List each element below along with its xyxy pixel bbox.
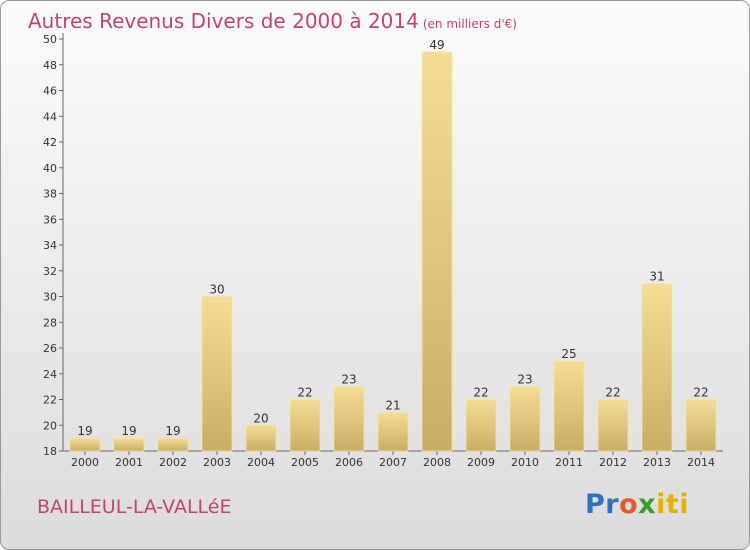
y-tick-label: 20 bbox=[43, 419, 57, 432]
x-tick-label-2012: 2012 bbox=[599, 456, 627, 469]
data-labels: 19 19 19 30 20 22 23 21 49 22 23 25 22 31 22 bbox=[77, 38, 708, 438]
bar-2009 bbox=[465, 399, 497, 452]
data-label-2004: 20 bbox=[253, 411, 268, 425]
y-tick-label: 40 bbox=[43, 162, 57, 175]
y-tick-label: 18 bbox=[43, 445, 57, 458]
data-label-2008: 49 bbox=[429, 38, 444, 52]
data-label-2007: 21 bbox=[385, 398, 400, 412]
bar-2012 bbox=[597, 399, 629, 452]
bar-2010 bbox=[509, 386, 541, 452]
logo-part-2: o bbox=[619, 489, 639, 520]
logo-part-1: Pr bbox=[585, 489, 620, 520]
title-text: Autres Revenus Divers de 2000 à 2014 bbox=[28, 9, 419, 33]
bar-2014 bbox=[685, 399, 717, 452]
chart-subtitle: (en milliers d'€) bbox=[422, 17, 517, 31]
y-tick-label: 34 bbox=[43, 239, 57, 252]
axes: 18 20 22 24 26 28 30 32 34 36 38 40 42 44 46 48 50 2000 20… bbox=[43, 33, 723, 469]
x-tick-label-2004: 2004 bbox=[247, 456, 275, 469]
bar-2001 bbox=[113, 437, 145, 452]
bar-2007 bbox=[377, 411, 409, 452]
x-tick-label-2002: 2002 bbox=[159, 456, 187, 469]
x-tick-label-2010: 2010 bbox=[511, 456, 539, 469]
x-tick-label-2006: 2006 bbox=[335, 456, 363, 469]
y-tick-label: 44 bbox=[43, 110, 57, 123]
x-tick-label-2008: 2008 bbox=[423, 456, 451, 469]
y-tick-label: 22 bbox=[43, 394, 57, 407]
x-tick-label-2001: 2001 bbox=[115, 456, 143, 469]
x-tick-label-2007: 2007 bbox=[379, 456, 407, 469]
chart-title: Autres Revenus Divers de 2000 à 2014 (en … bbox=[28, 9, 517, 33]
y-tick-label: 48 bbox=[43, 59, 57, 72]
y-tick-label: 30 bbox=[43, 291, 57, 304]
x-tick-label-2011: 2011 bbox=[555, 456, 583, 469]
data-label-2014: 22 bbox=[693, 386, 708, 400]
data-label-2002: 19 bbox=[165, 424, 180, 438]
bar-2000 bbox=[69, 437, 101, 452]
proxiti-logo: Proxiti bbox=[585, 489, 689, 520]
bar-2013 bbox=[641, 283, 673, 452]
data-label-2005: 22 bbox=[297, 386, 312, 400]
bar-2011 bbox=[553, 360, 585, 452]
x-tick-label-2000: 2000 bbox=[71, 456, 99, 469]
y-tick-label: 32 bbox=[43, 265, 57, 278]
data-label-2003: 30 bbox=[209, 283, 224, 297]
logo-part-3: x bbox=[638, 489, 657, 520]
commune-name: BAILLEUL-LA-VALLéE bbox=[37, 496, 232, 518]
y-tick-label: 42 bbox=[43, 136, 57, 149]
bar-2003 bbox=[201, 296, 233, 452]
x-tick-label-2003: 2003 bbox=[203, 456, 231, 469]
bar-2006 bbox=[333, 386, 365, 452]
y-tick-label: 26 bbox=[43, 342, 57, 355]
data-label-2001: 19 bbox=[121, 424, 136, 438]
data-label-2010: 23 bbox=[517, 373, 532, 387]
data-label-2009: 22 bbox=[473, 386, 488, 400]
y-tick-label: 24 bbox=[43, 368, 57, 381]
bar-2004 bbox=[245, 424, 277, 452]
x-tick-label-2013: 2013 bbox=[643, 456, 671, 469]
bar-2008 bbox=[421, 51, 453, 452]
x-tick-label-2014: 2014 bbox=[687, 456, 715, 469]
bar-2002 bbox=[157, 437, 189, 452]
y-tick-label: 28 bbox=[43, 316, 57, 329]
data-label-2012: 22 bbox=[605, 386, 620, 400]
y-tick-label: 38 bbox=[43, 188, 57, 201]
x-tick-label-2005: 2005 bbox=[291, 456, 319, 469]
data-label-2013: 31 bbox=[649, 270, 664, 284]
x-tick-label-2009: 2009 bbox=[467, 456, 495, 469]
y-tick-label: 50 bbox=[43, 33, 57, 46]
bar-2005 bbox=[289, 399, 321, 452]
y-tick-label: 46 bbox=[43, 85, 57, 98]
data-label-2000: 19 bbox=[77, 424, 92, 438]
bars bbox=[69, 51, 717, 452]
y-tick-label: 36 bbox=[43, 213, 57, 226]
data-label-2011: 25 bbox=[561, 347, 576, 361]
data-label-2006: 23 bbox=[341, 373, 356, 387]
logo-part-4: iti bbox=[656, 489, 690, 520]
